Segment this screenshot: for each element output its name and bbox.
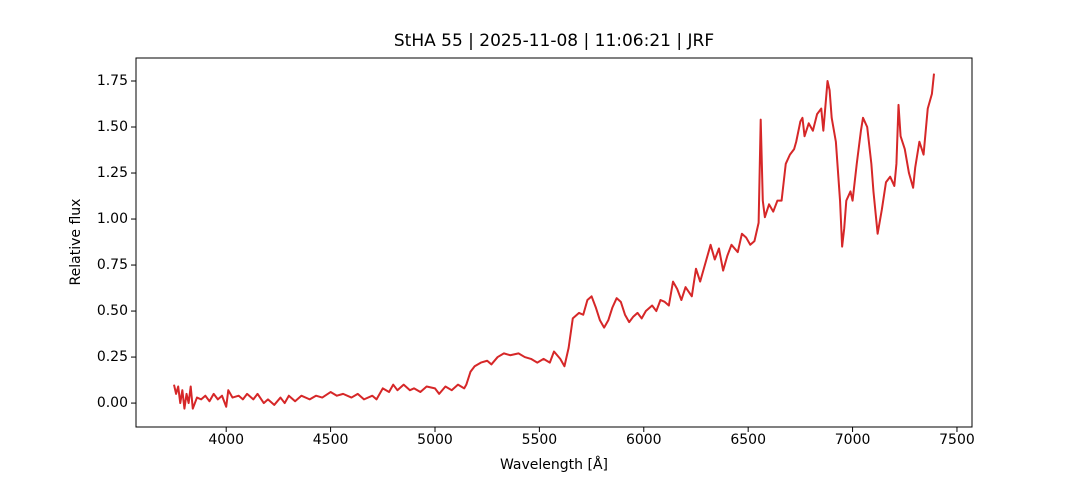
chart-title: StHA 55 | 2025-11-08 | 11:06:21 | JRF [394, 31, 714, 51]
plot-frame [135, 57, 973, 428]
x-tick-label: 6000 [626, 432, 662, 448]
x-tick-label: 4000 [208, 432, 244, 448]
x-axis-label: Wavelength [Å] [500, 456, 608, 473]
x-tick-label: 5000 [417, 432, 453, 448]
x-tick-label: 7000 [835, 432, 871, 448]
y-tick-label: 1.50 [97, 119, 128, 135]
x-tick-label: 5500 [522, 432, 558, 448]
y-tick-label: 0.75 [97, 257, 128, 273]
x-tick-label: 7500 [939, 432, 975, 448]
x-tick-label: 6500 [730, 432, 766, 448]
spectrum-line [173, 73, 935, 410]
y-tick-label: 0.50 [97, 303, 128, 319]
y-tick-label: 1.75 [97, 73, 128, 89]
y-axis-label: Relative flux [68, 199, 84, 286]
y-tick-label: 0.00 [97, 395, 128, 411]
x-tick-label: 4500 [313, 432, 349, 448]
y-tick-label: 1.00 [97, 211, 128, 227]
y-tick-label: 0.25 [97, 349, 128, 365]
y-tick-label: 1.25 [97, 165, 128, 181]
